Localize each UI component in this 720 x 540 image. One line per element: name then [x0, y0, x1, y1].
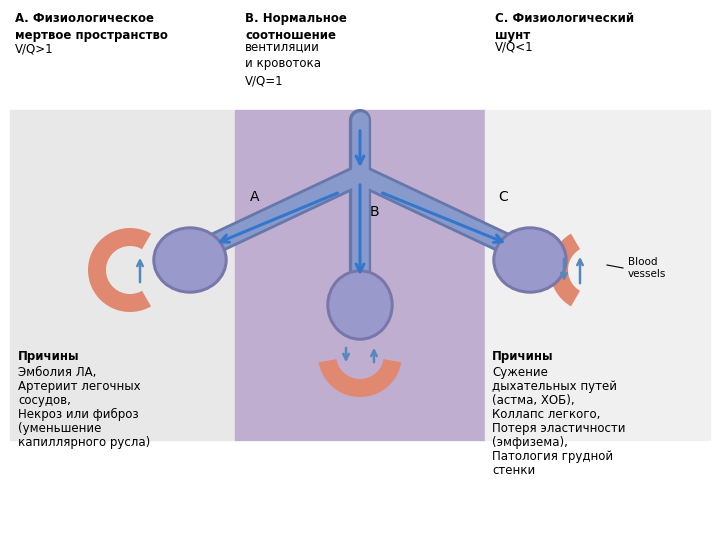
- Bar: [235, 110, 485, 440]
- Text: Причины: Причины: [492, 350, 554, 363]
- Text: стенки: стенки: [492, 464, 535, 477]
- Text: Коллапс легкого,: Коллапс легкого,: [492, 408, 600, 421]
- Ellipse shape: [330, 273, 390, 337]
- Ellipse shape: [496, 230, 564, 290]
- Bar: [10, 110, 235, 440]
- Text: B: B: [370, 205, 379, 219]
- Text: вентиляции
и кровотока
V/Q=1: вентиляции и кровотока V/Q=1: [245, 40, 321, 87]
- Text: сосудов,: сосудов,: [18, 394, 71, 407]
- Polygon shape: [319, 359, 401, 397]
- Text: (уменьшение: (уменьшение: [18, 422, 102, 435]
- Text: Сужение: Сужение: [492, 366, 548, 379]
- Bar: [485, 110, 710, 440]
- Text: Причины: Причины: [18, 350, 80, 363]
- Text: дыхательных путей: дыхательных путей: [492, 380, 617, 393]
- Text: Патология грудной: Патология грудной: [492, 450, 613, 463]
- Ellipse shape: [153, 227, 227, 293]
- Text: (эмфизема),: (эмфизема),: [492, 436, 568, 449]
- Text: (астма, ХОБ),: (астма, ХОБ),: [492, 394, 575, 407]
- Text: V/Q>1: V/Q>1: [15, 42, 53, 55]
- Text: C: C: [498, 190, 508, 204]
- Text: Эмболия ЛА,: Эмболия ЛА,: [18, 366, 96, 379]
- Text: А. Физиологическое
мертвое пространство: А. Физиологическое мертвое пространство: [15, 12, 168, 42]
- Text: Потеря эластичности: Потеря эластичности: [492, 422, 626, 435]
- Ellipse shape: [156, 230, 224, 290]
- Text: В. Нормальное
соотношение: В. Нормальное соотношение: [245, 12, 347, 42]
- Polygon shape: [550, 234, 580, 306]
- Text: A: A: [250, 190, 259, 204]
- Text: капиллярного русла): капиллярного русла): [18, 436, 150, 449]
- Text: С. Физиологический
шунт: С. Физиологический шунт: [495, 12, 634, 42]
- Text: Некроз или фиброз: Некроз или фиброз: [18, 408, 139, 421]
- Text: Blood
vessels: Blood vessels: [628, 257, 667, 279]
- Polygon shape: [88, 228, 151, 312]
- Text: Артериит легочных: Артериит легочных: [18, 380, 140, 393]
- Ellipse shape: [493, 227, 567, 293]
- Ellipse shape: [327, 270, 393, 340]
- Text: V/Q<1: V/Q<1: [495, 40, 534, 53]
